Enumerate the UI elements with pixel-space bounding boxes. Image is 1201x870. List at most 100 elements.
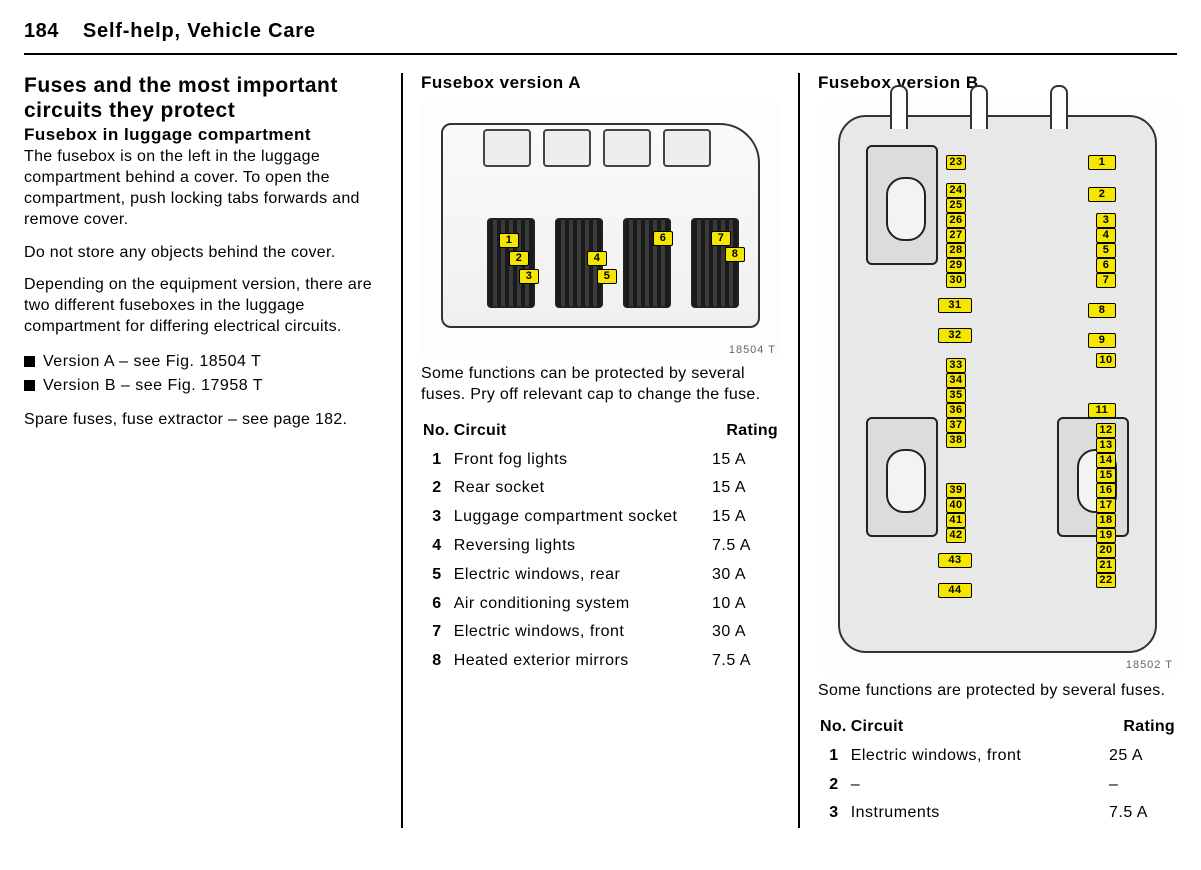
wire-connector [970,85,988,129]
cell-no: 6 [421,590,452,619]
th-rating: Rating [1107,714,1177,742]
page-number: 184 [24,20,59,43]
cell-rating: 30 A [710,561,780,590]
fuse-tag: 13 [1096,438,1116,453]
cell-no: 3 [818,799,849,828]
fuse-tag: 7 [1096,273,1116,288]
cell-circuit: Air conditioning system [452,590,710,619]
cell-rating: 25 A [1107,742,1177,771]
fuse-tag: 30 [946,273,966,288]
fuse-tag: 43 [938,553,972,568]
wire-connector [890,85,908,129]
cell-no: 7 [421,618,452,647]
note-version-b: Some functions are protected by several … [818,681,1177,702]
fuse-tag: 1 [499,233,519,248]
fuse-tag: 8 [725,247,745,262]
fuse-tag: 22 [1096,573,1116,588]
fuse-tag: 15 [1096,468,1116,483]
fuse-tag: 40 [946,498,966,513]
th-rating: Rating [710,418,780,446]
cell-rating: 15 A [710,446,780,475]
fuse-tag: 12 [1096,423,1116,438]
fuse-table-b: No. Circuit Rating 1Electric windows, fr… [818,714,1177,828]
table-row: 8Heated exterior mirrors7.5 A [421,647,780,676]
cell-rating: 7.5 A [710,647,780,676]
table-row: 3Luggage compartment socket15 A [421,503,780,532]
cell-rating: 15 A [710,503,780,532]
fuse-tag: 2 [1088,187,1116,202]
h3-fusebox-luggage: Fusebox in luggage compartment [24,125,383,145]
fuse-tag: 27 [946,228,966,243]
relay-module [866,417,938,537]
fuse-tag: 4 [1096,228,1116,243]
column-version-b: Fusebox version B 2324252627282930313233… [798,73,1177,828]
table-row: 1Front fog lights15 A [421,446,780,475]
fuse-tag: 14 [1096,453,1116,468]
fuse-tag: 16 [1096,483,1116,498]
cell-circuit: Reversing lights [452,532,710,561]
cell-rating: 7.5 A [1107,799,1177,828]
fuse-tag: 23 [946,155,966,170]
heading-version-b: Fusebox version B [818,73,1177,93]
table-row: 3Instruments7.5 A [818,799,1177,828]
relay-cap [543,129,591,167]
figure-id-a: 18504 T [729,344,776,356]
intro-para-2: Do not store any objects behind the cove… [24,243,383,264]
cell-circuit: Electric windows, front [452,618,710,647]
fusebox-a-outline [441,123,760,328]
bullet-text: Version B – see Fig. 17958 T [43,374,263,398]
cell-rating: 30 A [710,618,780,647]
cell-circuit: Electric windows, front [849,742,1107,771]
bullet-version-b: Version B – see Fig. 17958 T [24,374,383,398]
intro-para-4: Spare fuses, fuse extractor – see page 1… [24,410,383,431]
fuse-tag: 5 [1096,243,1116,258]
cell-no: 5 [421,561,452,590]
cell-circuit: Front fog lights [452,446,710,475]
fuse-tag: 8 [1088,303,1116,318]
fuse-tag: 29 [946,258,966,273]
table-row: 4Reversing lights7.5 A [421,532,780,561]
fuse-tag: 1 [1088,155,1116,170]
figure-id-b: 18502 T [1126,659,1173,671]
relay-module [866,145,938,265]
fuse-tag: 6 [1096,258,1116,273]
table-header-row: No. Circuit Rating [421,418,780,446]
th-circuit: Circuit [849,714,1107,742]
fuse-tag: 25 [946,198,966,213]
note-version-a: Some functions can be protected by sever… [421,364,780,406]
fuse-tag: 36 [946,403,966,418]
square-bullet-icon [24,380,35,391]
fuse-tag: 19 [1096,528,1116,543]
cell-rating: 15 A [710,474,780,503]
cell-circuit: Luggage compartment socket [452,503,710,532]
diagram-fusebox-a: 1 2 3 4 5 6 7 8 18504 T [421,103,780,358]
cell-circuit: Instruments [849,799,1107,828]
cell-rating: 7.5 A [710,532,780,561]
column-intro: Fuses and the most important circuits th… [24,73,401,828]
th-no: No. [818,714,849,742]
fuse-tag: 41 [946,513,966,528]
fuse-tag: 37 [946,418,966,433]
fuse-tag: 2 [509,251,529,266]
fuse-tag: 3 [1096,213,1116,228]
intro-para-1: The fusebox is on the left in the luggag… [24,147,383,230]
cell-no: 8 [421,647,452,676]
fuse-tag: 20 [1096,543,1116,558]
fuse-tag: 31 [938,298,972,313]
cell-no: 2 [818,771,849,800]
fuse-tag: 38 [946,433,966,448]
fuse-tag: 10 [1096,353,1116,368]
fuse-tag: 4 [587,251,607,266]
th-circuit: Circuit [452,418,710,446]
wire-connector [1050,85,1068,129]
relay-cap [603,129,651,167]
fuse-tag: 33 [946,358,966,373]
page-header: 184 Self-help, Vehicle Care [24,20,1177,55]
fuse-tag: 39 [946,483,966,498]
fuse-tag: 24 [946,183,966,198]
column-version-a: Fusebox version A 1 2 3 4 5 6 [401,73,798,828]
cell-circuit: – [849,771,1107,800]
table-row: 2–– [818,771,1177,800]
cell-no: 2 [421,474,452,503]
cell-rating: – [1107,771,1177,800]
